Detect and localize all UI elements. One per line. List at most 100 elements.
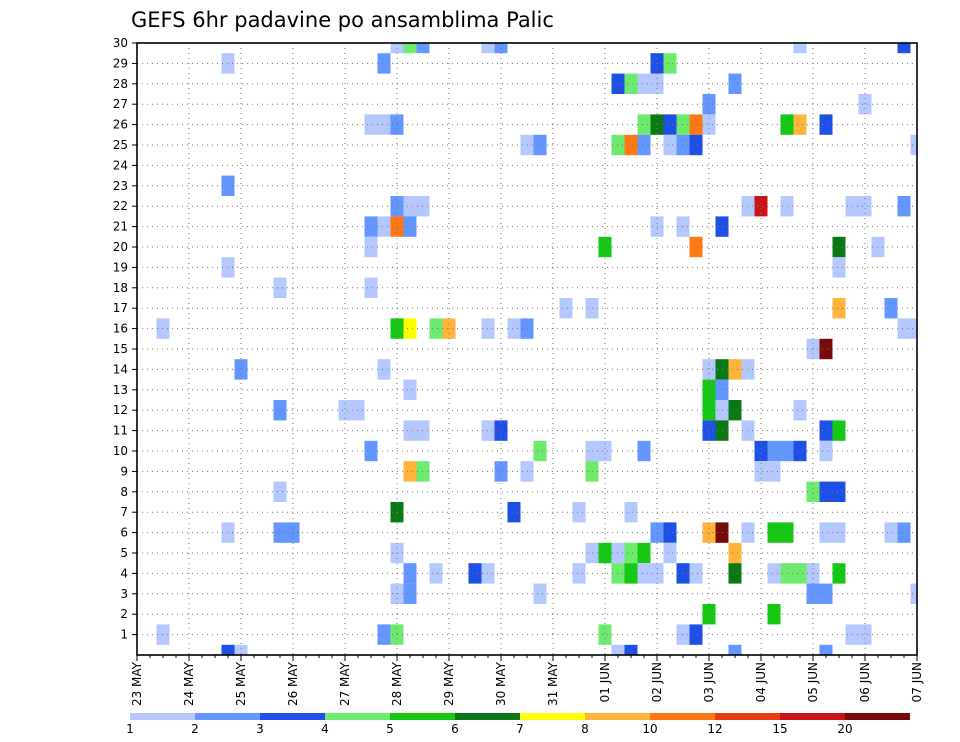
- heatmap-cell: [637, 134, 651, 156]
- heatmap-cell: [663, 114, 677, 135]
- heatmap-cell: [637, 440, 651, 462]
- heatmap-cell: [819, 644, 833, 655]
- heatmap-cell: [637, 563, 651, 584]
- heatmap-cell: [273, 277, 287, 298]
- heatmap-cell: [754, 440, 768, 462]
- heatmap-cell: [364, 440, 378, 462]
- heatmap-cells: [156, 43, 917, 655]
- y-tick-label: 10: [113, 444, 128, 458]
- heatmap-cell: [637, 114, 651, 135]
- dotted-grid: [137, 43, 917, 655]
- heatmap-cell: [403, 583, 417, 604]
- heatmap-cell: [819, 338, 833, 360]
- x-tick-label: 30 MAY: [494, 661, 508, 706]
- colorbar-label: 3: [256, 722, 264, 736]
- heatmap-cell: [832, 563, 846, 584]
- heatmap-cell: [403, 420, 417, 441]
- heatmap-cell: [234, 644, 248, 655]
- colorbar-label: 4: [321, 722, 329, 736]
- heatmap-cell: [377, 359, 391, 380]
- colorbar-label: 15: [772, 722, 787, 736]
- x-tick-label: 04 JUN: [754, 662, 768, 702]
- heatmap-cell: [884, 298, 898, 319]
- heatmap-cell: [403, 43, 417, 54]
- chart-title: GEFS 6hr padavine po ansamblima Palic: [131, 8, 554, 32]
- heatmap-cell: [702, 420, 716, 441]
- heatmap-cell: [481, 43, 495, 54]
- y-tick-label: 24: [113, 158, 128, 172]
- heatmap-cell: [910, 134, 917, 156]
- y-tick-label: 18: [113, 281, 128, 295]
- x-tick-label: 23 MAY: [130, 661, 144, 706]
- heatmap-cell: [689, 624, 703, 645]
- heatmap-cell: [611, 644, 625, 655]
- heatmap-cell: [637, 73, 651, 94]
- heatmap-cell: [624, 134, 638, 156]
- heatmap-cell: [364, 236, 378, 258]
- heatmap-cell: [832, 257, 846, 278]
- heatmap-cell: [884, 522, 898, 543]
- colorbar-legend: 1 2 3 4 5 6 7 8 10 12 15 20: [126, 713, 910, 736]
- y-tick-label: 15: [113, 342, 128, 356]
- heatmap-cell: [793, 114, 807, 135]
- x-tick-label: 03 JUN: [702, 662, 716, 702]
- heatmap-cell: [728, 73, 742, 94]
- heatmap-cell: [273, 481, 287, 502]
- heatmap-cell: [819, 522, 833, 543]
- heatmap-cell: [624, 502, 638, 523]
- y-tick-label: 14: [113, 362, 128, 376]
- colorbar-label: 20: [837, 722, 852, 736]
- heatmap-cell: [728, 644, 742, 655]
- heatmap-cell: [858, 624, 872, 645]
- x-tick-label: 06 JUN: [858, 662, 872, 702]
- heatmap-cell: [377, 53, 391, 74]
- heatmap-cell: [663, 542, 677, 564]
- x-tick-label: 28 MAY: [390, 661, 404, 706]
- heatmap-cell: [702, 379, 716, 400]
- heatmap-cell: [416, 43, 430, 54]
- heatmap-cell: [767, 461, 781, 482]
- y-tick-label: 7: [120, 505, 128, 519]
- x-tick-label: 24 MAY: [182, 661, 196, 706]
- heatmap-cell: [403, 196, 417, 217]
- heatmap-cell: [663, 134, 677, 156]
- heatmap-cell: [572, 563, 586, 584]
- y-tick-label: 16: [113, 322, 128, 336]
- heatmap-cell: [377, 114, 391, 135]
- heatmap-cell: [793, 440, 807, 462]
- x-tick-label: 07 JUN: [910, 662, 924, 702]
- heatmap-cell: [819, 440, 833, 462]
- y-tick-label: 22: [113, 199, 128, 213]
- colorbar-swatch: [390, 713, 455, 720]
- heatmap-cell: [364, 277, 378, 298]
- x-tick-label: 31 MAY: [546, 661, 560, 706]
- heatmap-cell: [689, 236, 703, 258]
- heatmap-cell: [338, 400, 352, 421]
- colorbar-swatch: [585, 713, 650, 720]
- y-tick-label: 3: [120, 587, 128, 601]
- heatmap-cell: [364, 216, 378, 237]
- x-tick-label: 25 MAY: [234, 661, 248, 706]
- y-tick-label: 28: [113, 77, 128, 91]
- y-tick-label: 26: [113, 118, 128, 132]
- heatmap-cell: [663, 522, 677, 543]
- heatmap-cell: [429, 318, 443, 339]
- heatmap-cell: [403, 461, 417, 482]
- heatmap-cell: [832, 298, 846, 319]
- heatmap-cell: [897, 522, 911, 543]
- y-tick-label: 6: [120, 526, 128, 540]
- heatmap-cell: [624, 73, 638, 94]
- heatmap-cell: [793, 563, 807, 584]
- y-tick-label: 19: [113, 260, 128, 274]
- heatmap-cell: [533, 134, 547, 156]
- heatmap-cell: [403, 379, 417, 400]
- y-tick-label: 21: [113, 220, 128, 234]
- y-tick-label: 5: [120, 546, 128, 560]
- heatmap-cell: [689, 563, 703, 584]
- y-tick-label: 2: [120, 607, 128, 621]
- colorbar-swatch: [325, 713, 390, 720]
- colorbar-swatch: [780, 713, 845, 720]
- colorbar-label: 8: [581, 722, 589, 736]
- heatmap-cell: [663, 53, 677, 74]
- heatmap-cell: [819, 420, 833, 441]
